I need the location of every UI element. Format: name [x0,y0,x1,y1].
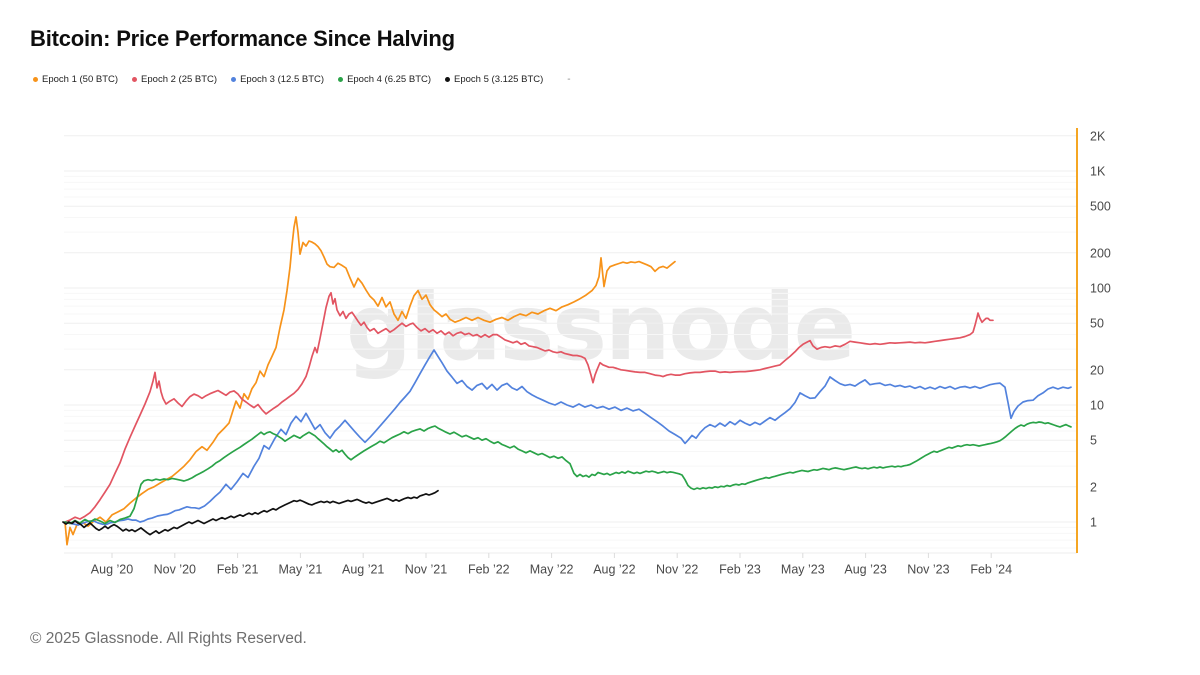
legend-item[interactable]: Epoch 3 (12.5 BTC) [231,74,324,85]
x-tick-label: Feb ’22 [468,563,510,577]
series-line-epoch-1 [64,216,676,546]
legend-dot-icon [445,77,451,82]
series-line-epoch-5 [62,489,439,536]
y-tick-label: 200 [1090,246,1111,260]
legend-dot-icon [231,77,237,82]
copyright-footer: © 2025 Glassnode. All Rights Reserved. [30,630,307,647]
y-tick-label: 20 [1090,363,1104,377]
x-tick-label: Nov ’20 [154,563,196,577]
x-tick-label: Nov ’23 [907,563,949,577]
y-tick-label: 2 [1090,480,1097,494]
x-tick-label: Nov ’21 [405,563,447,577]
x-tick-label: Feb ’21 [217,563,259,577]
x-tick-label: May ’23 [781,563,825,577]
series-line-epoch-3 [64,349,1072,526]
legend-item[interactable]: Epoch 1 (50 BTC) [33,74,118,85]
legend-label: Epoch 3 (12.5 BTC) [240,74,325,85]
x-tick-label: Feb ’23 [719,563,761,577]
y-tick-label: 50 [1090,317,1104,331]
x-tick-label: Aug ’21 [342,563,384,577]
legend-label: Epoch 1 (50 BTC) [42,74,119,85]
legend-dot-icon [33,77,38,82]
y-tick-label: 2K [1090,129,1106,143]
x-tick-label: May ’22 [530,563,574,577]
legend-item[interactable]: Epoch 4 (6.25 BTC) [338,74,431,85]
y-tick-label: 5 [1090,434,1097,448]
series-line-epoch-2 [64,291,994,523]
legend-overflow-dash: - [567,74,571,85]
legend-label: Epoch 5 (3.125 BTC) [454,74,544,85]
y-tick-label: 1 [1090,516,1097,530]
x-tick-label: Nov ’22 [656,563,698,577]
legend-dot-icon [338,77,344,82]
x-tick-label: Aug ’23 [844,563,886,577]
legend-label: Epoch 4 (6.25 BTC) [347,74,432,85]
x-tick-label: May ’21 [279,563,323,577]
x-tick-label: Aug ’22 [593,563,635,577]
y-tick-label: 10 [1090,399,1104,413]
series-line-epoch-4 [64,421,1072,525]
legend-item[interactable]: Epoch 2 (25 BTC) [132,74,217,85]
x-tick-label: Feb ’24 [970,563,1012,577]
legend: Epoch 1 (50 BTC) Epoch 2 (25 BTC) Epoch 3 … [33,74,571,85]
y-tick-label: 100 [1090,282,1111,296]
y-tick-label: 500 [1090,200,1111,214]
page-title: Bitcoin: Price Performance Since Halving [30,26,455,51]
legend-dot-icon [132,77,138,82]
x-tick-label: Aug ’20 [91,563,133,577]
legend-label: Epoch 2 (25 BTC) [141,74,218,85]
y-tick-label: 1K [1090,165,1106,179]
legend-item[interactable]: Epoch 5 (3.125 BTC) [445,74,543,85]
